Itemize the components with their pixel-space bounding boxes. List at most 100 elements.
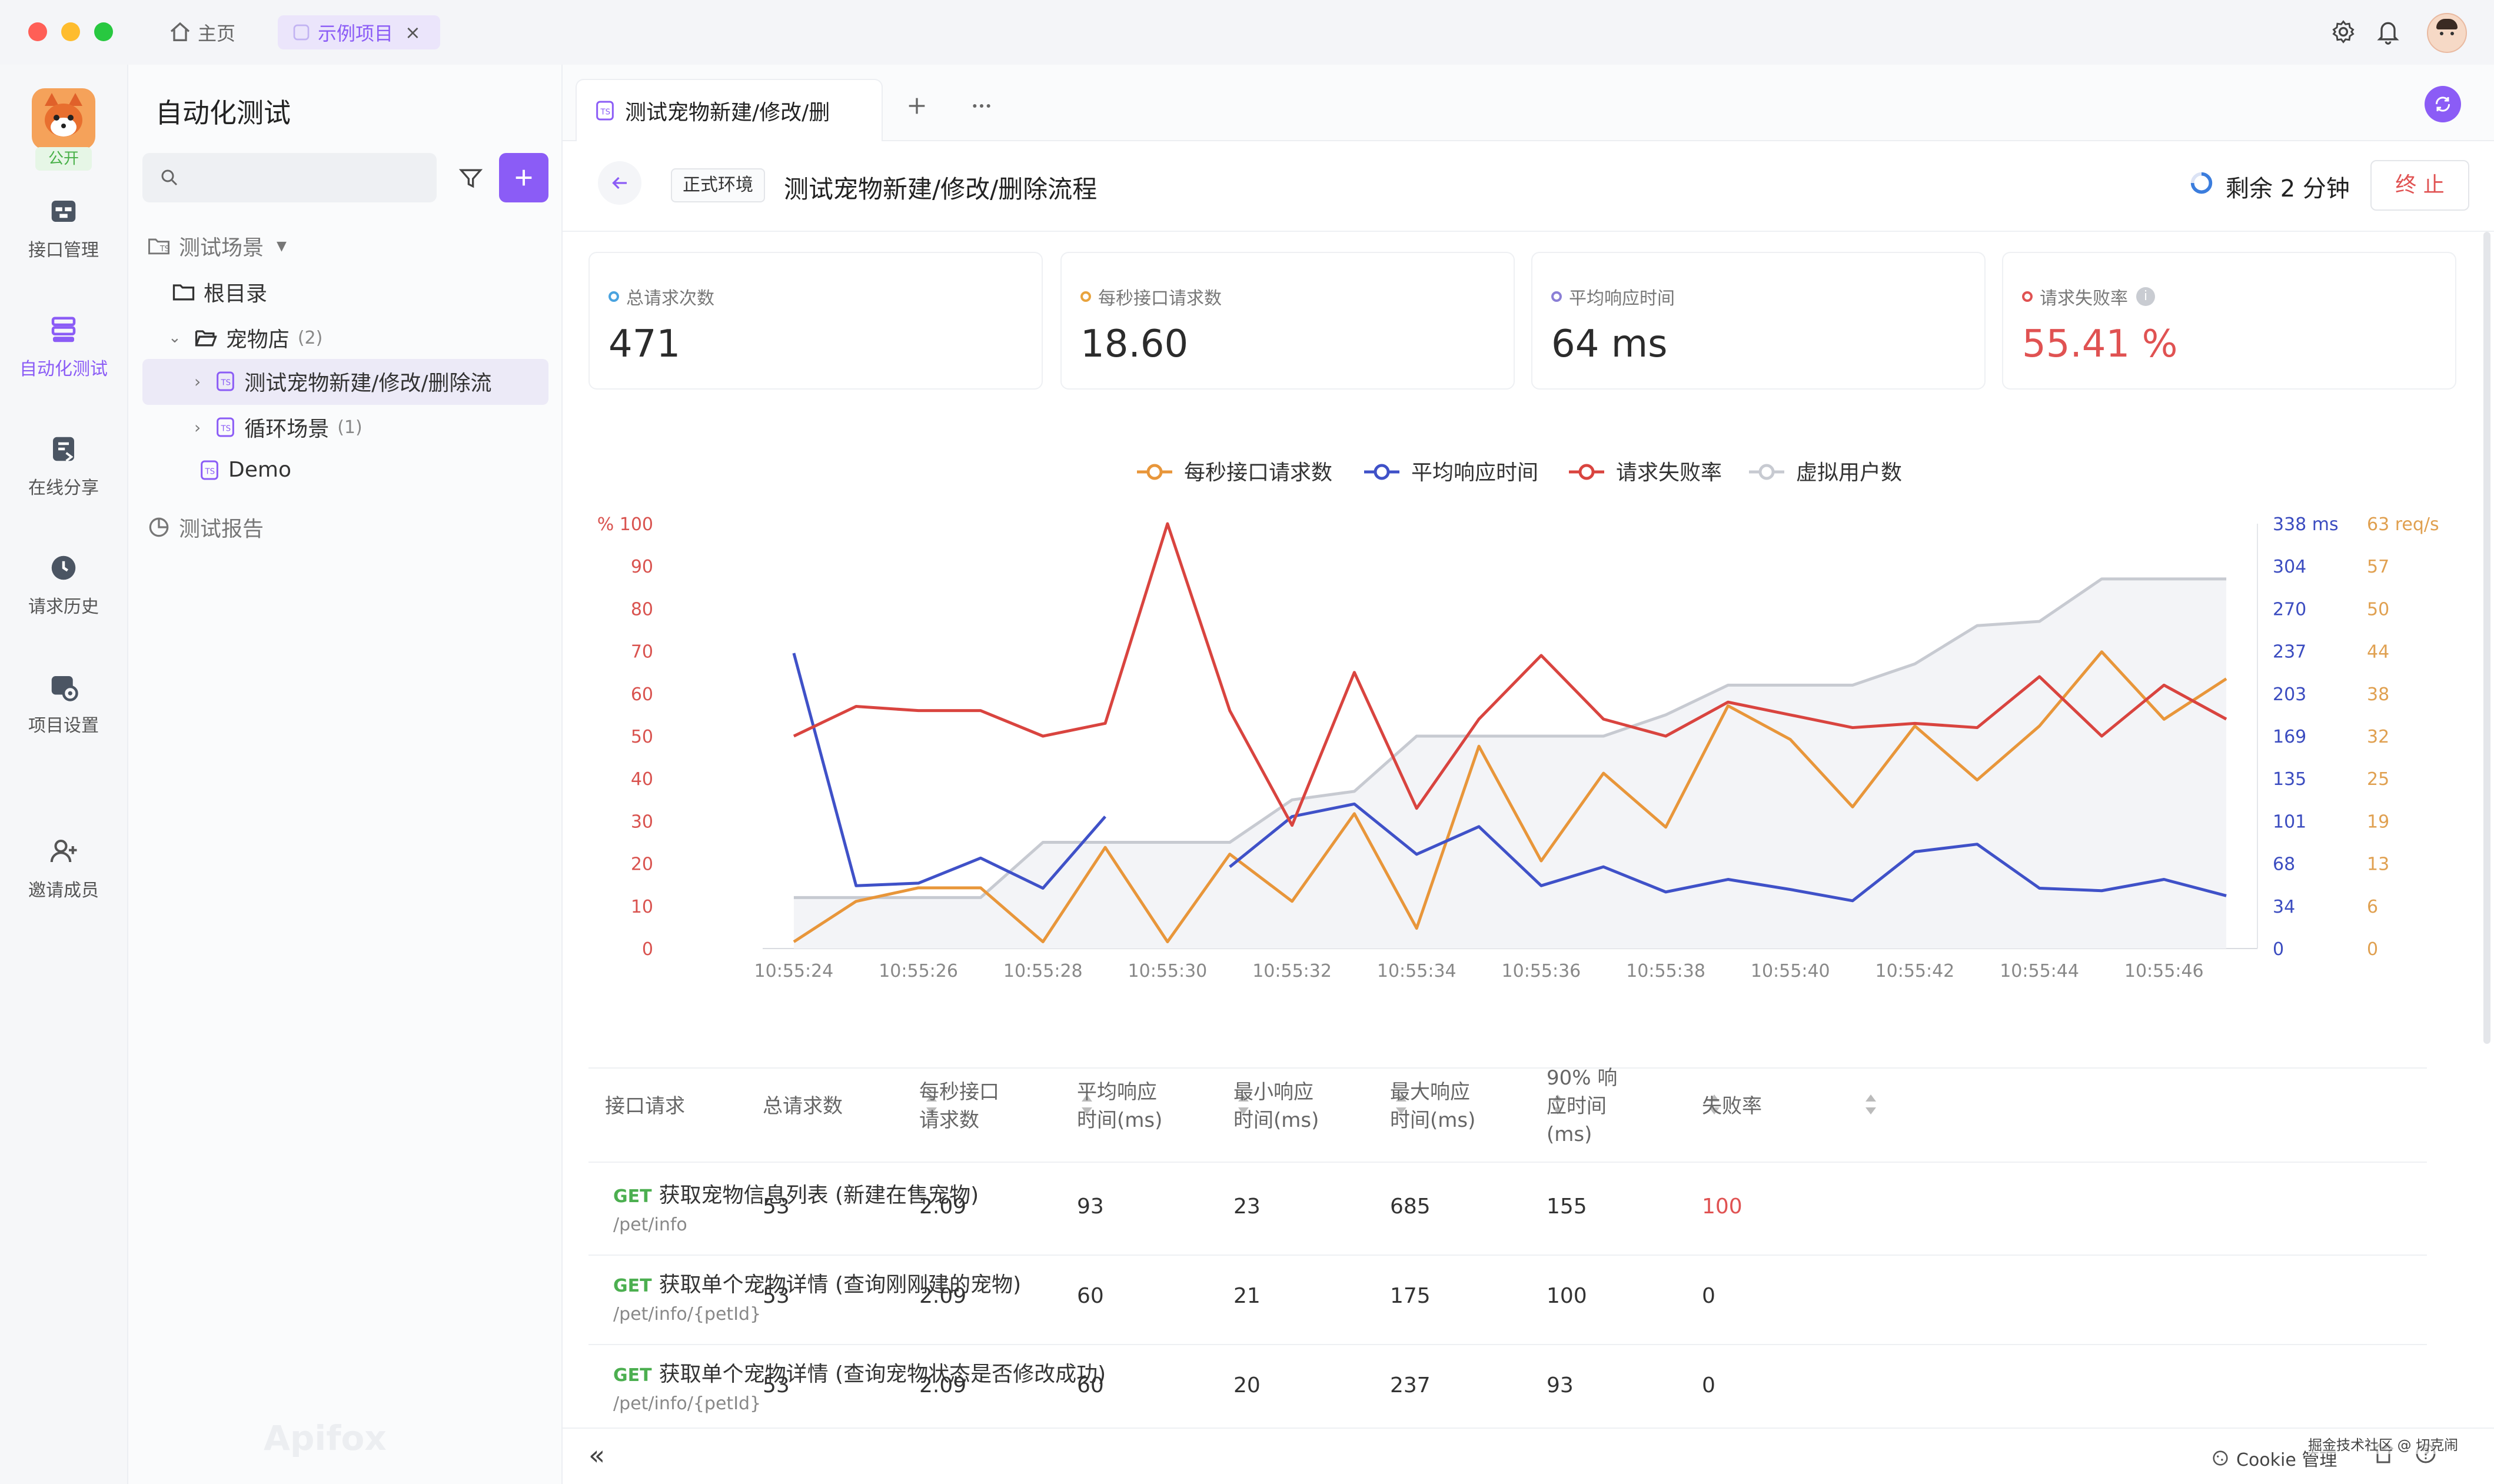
tree-folder-petshop[interactable]: ⌄ 宠物店 (2) — [168, 322, 322, 353]
table-header-cell: 接口请求 — [605, 1094, 685, 1118]
svg-text:TS: TS — [205, 467, 215, 476]
tree-item-loop-count: (1) — [337, 417, 363, 438]
svg-text:TS: TS — [221, 379, 231, 388]
legend-label: 虚拟用户数 — [1796, 461, 1902, 485]
project-tab-close-icon[interactable]: × — [405, 21, 421, 44]
request-name: 获取单个宠物详情 (查询宠物状态是否修改成功) — [659, 1362, 1106, 1386]
avatar-hair — [2436, 19, 2458, 29]
project-tab[interactable]: 示例项目 × — [278, 15, 440, 49]
vertical-scrollbar[interactable] — [2483, 232, 2490, 1044]
info-icon[interactable]: i — [2136, 287, 2155, 306]
tree-reports[interactable]: 测试报告 — [146, 512, 264, 543]
nav-item-settings-label: 项目设置 — [28, 716, 99, 736]
sort-up-icon[interactable] — [1552, 1094, 1563, 1102]
nav-item-api[interactable]: 接口管理 — [0, 195, 127, 261]
sort-down-icon[interactable] — [1238, 1107, 1249, 1114]
more-icon[interactable] — [969, 94, 995, 118]
scene-file-icon: TS — [201, 460, 218, 480]
search-box[interactable] — [142, 153, 437, 202]
left-axis-tick-label: 60 — [631, 684, 653, 705]
avatar-eye-left — [2440, 32, 2443, 35]
loading-spinner-icon — [2190, 172, 2213, 194]
env-badge[interactable]: 正式环境 — [671, 168, 765, 202]
tree-item-pet-flow-label: 测试宠物新建/修改/删除流 — [244, 371, 492, 395]
sort-down-icon[interactable] — [1082, 1107, 1092, 1114]
filter-button[interactable] — [446, 153, 496, 202]
sort-down-icon[interactable] — [1865, 1107, 1876, 1114]
table-row[interactable]: GET 获取单个宠物详情 (查询刚刚建的宠物) /pet/info/{petId} 5… — [588, 1256, 2427, 1344]
table-row[interactable]: GET 获取单个宠物详情 (查询宠物状态是否修改成功) /pet/info/{pet… — [588, 1345, 2427, 1433]
back-button[interactable] — [598, 161, 641, 205]
http-method-badge: GET — [613, 1365, 652, 1386]
sort-up-icon[interactable] — [1865, 1094, 1876, 1102]
left-nav: 公开 接口管理 自动化测试 在线分享 请求历史 项目设置 邀请成员 — [0, 65, 128, 1484]
apifox-watermark: Apifox — [264, 1418, 387, 1458]
tree-root[interactable]: 根目录 — [171, 277, 267, 307]
sort-up-icon[interactable] — [1396, 1094, 1406, 1102]
req-axis-tick-label: 63 req/s — [2367, 514, 2439, 535]
scene-title: 测试宠物新建/修改/删除流程 — [784, 175, 1098, 204]
search-input[interactable] — [189, 161, 427, 195]
nav-item-history[interactable]: 请求历史 — [0, 552, 127, 618]
stat-dot — [1080, 291, 1091, 302]
tree-scenes[interactable]: TS 测试场景 ▼ — [146, 231, 287, 261]
left-axis-tick-label: 10 — [631, 897, 653, 917]
series-line-1 — [792, 653, 2227, 903]
nav-item-automation[interactable]: 自动化测试 — [0, 314, 127, 380]
maximize-window-button[interactable] — [94, 22, 113, 41]
table-cell-p90: 93 — [1547, 1373, 1574, 1398]
table-header-cell[interactable]: 90% 响 应时间 (ms) — [1547, 1066, 1618, 1146]
user-avatar[interactable] — [2427, 13, 2467, 53]
chevron-down-icon: ⌄ — [168, 329, 181, 347]
home-tab[interactable]: 主页 — [168, 15, 257, 49]
scene-file-icon: TS — [217, 417, 235, 437]
series-line-2 — [793, 522, 2227, 827]
table-header-cell[interactable]: 总请求数 — [763, 1094, 843, 1118]
sort-up-icon[interactable] — [1709, 1094, 1720, 1102]
sort-down-icon[interactable] — [1709, 1107, 1720, 1114]
collapse-sidebar-button[interactable]: « — [588, 1439, 606, 1471]
table-header-cell[interactable]: 最大响应 时间(ms) — [1390, 1080, 1476, 1132]
tree-item-loop-label: 循环场景 — [244, 417, 330, 441]
sort-up-icon[interactable] — [926, 1094, 937, 1102]
table-cell-avg: 60 — [1077, 1373, 1104, 1398]
sync-button[interactable] — [2425, 86, 2461, 122]
sort-down-icon[interactable] — [1552, 1107, 1563, 1114]
sort-down-icon[interactable] — [926, 1107, 937, 1114]
sort-up-icon[interactable] — [1238, 1094, 1249, 1102]
table-cell-p90: 155 — [1547, 1194, 1587, 1219]
table-header-cell[interactable]: 平均响应 时间(ms) — [1077, 1080, 1163, 1132]
legend-marker — [1374, 464, 1390, 480]
table-cell-total: 53 — [763, 1284, 790, 1308]
settings-icon — [48, 671, 79, 703]
minimize-window-button[interactable] — [61, 22, 80, 41]
table-header-cell[interactable]: 每秒接口 请求数 — [919, 1080, 999, 1132]
sort-down-icon[interactable] — [1396, 1107, 1406, 1114]
nav-item-share[interactable]: 在线分享 — [0, 433, 127, 499]
bell-icon[interactable] — [2375, 18, 2401, 46]
x-axis-tick-label: 10:55:32 — [1252, 961, 1332, 981]
tree-item-demo[interactable]: TS Demo — [198, 458, 291, 482]
ms-axis-tick-label: 203 — [2273, 684, 2306, 705]
stop-button[interactable]: 终 止 — [2370, 160, 2469, 211]
scene-tab[interactable]: TS 测试宠物新建/修改/删 — [576, 79, 883, 141]
svg-text:TS: TS — [159, 245, 169, 254]
table-cell-max: 685 — [1390, 1194, 1431, 1219]
scene-file-icon: TS — [596, 101, 614, 121]
tree-item-loop[interactable]: › TS 循环场景 (1) — [194, 412, 363, 442]
nav-item-settings[interactable]: 项目设置 — [0, 671, 127, 737]
request-path: /pet/info/{petId} — [613, 1393, 761, 1414]
nav-item-invite[interactable]: 邀请成员 — [0, 836, 127, 901]
gear-icon[interactable] — [2330, 19, 2356, 45]
filter-icon — [458, 169, 483, 188]
scene-tab-label: 测试宠物新建/修改/删 — [625, 101, 830, 125]
new-tab-plus-icon[interactable] — [905, 94, 929, 118]
sort-up-icon[interactable] — [1082, 1094, 1092, 1102]
add-button[interactable] — [499, 153, 548, 202]
project-logo[interactable] — [32, 88, 95, 149]
tree-item-pet-flow[interactable]: › TS 测试宠物新建/修改/删除流 — [194, 366, 491, 397]
table-row[interactable]: GET 获取宠物信息列表 (新建在售宠物) /pet/info 53 2.09 93 23 6… — [588, 1166, 2427, 1255]
table-header-cell[interactable]: 最小响应 时间(ms) — [1233, 1080, 1319, 1132]
table-header-cell[interactable]: 失败率 — [1702, 1094, 1762, 1118]
close-window-button[interactable] — [28, 22, 47, 41]
